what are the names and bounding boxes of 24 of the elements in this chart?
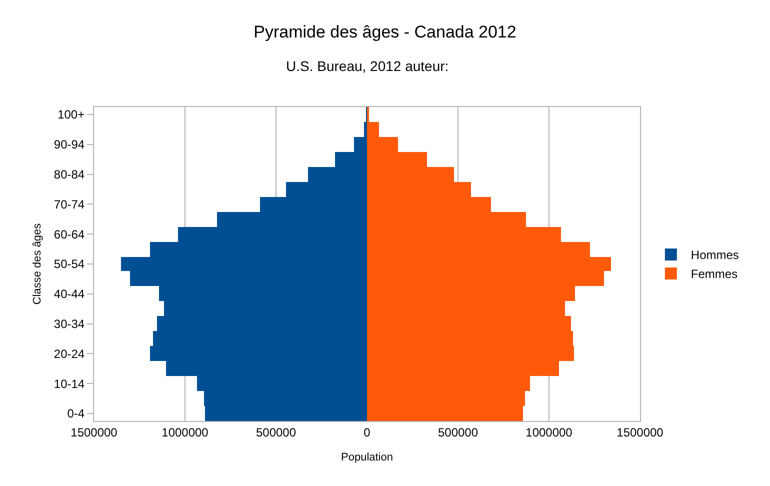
x-tick-label: 0 [364,425,371,440]
x-axis-title: Population [341,452,393,464]
y-tick-label: 20-24 [54,346,85,361]
y-tick-label: 30-34 [54,317,85,332]
y-tick-label: 70-74 [54,197,85,212]
y-tick-label: 10-14 [54,376,85,391]
legend-label: Femmes [690,267,738,282]
x-tick-label: 500000 [256,425,296,440]
legend-label: Hommes [690,248,739,262]
y-tick-label: 50-54 [54,257,85,272]
y-tick-label: 40-44 [54,287,85,302]
y-axis-title: Classe des âges [32,222,44,305]
chart-title: Pyramide des âges - Canada 2012 [254,22,516,42]
y-tick-label: 80-84 [54,167,85,182]
y-tick-label: 60-64 [54,227,85,242]
y-tick-label: 100+ [58,108,85,122]
x-tick-label: 500000 [438,425,478,440]
x-tick-label: 1000000 [162,425,209,440]
y-tick-label: 0-4 [67,406,85,421]
x-tick-label: 1500000 [616,425,664,440]
x-tick-label: 1000000 [526,425,573,440]
y-tick-label: 90-94 [54,138,85,152]
chart-subtitle: U.S. Bureau, 2012 auteur: [286,58,449,74]
x-tick-label: 1500000 [70,425,118,440]
